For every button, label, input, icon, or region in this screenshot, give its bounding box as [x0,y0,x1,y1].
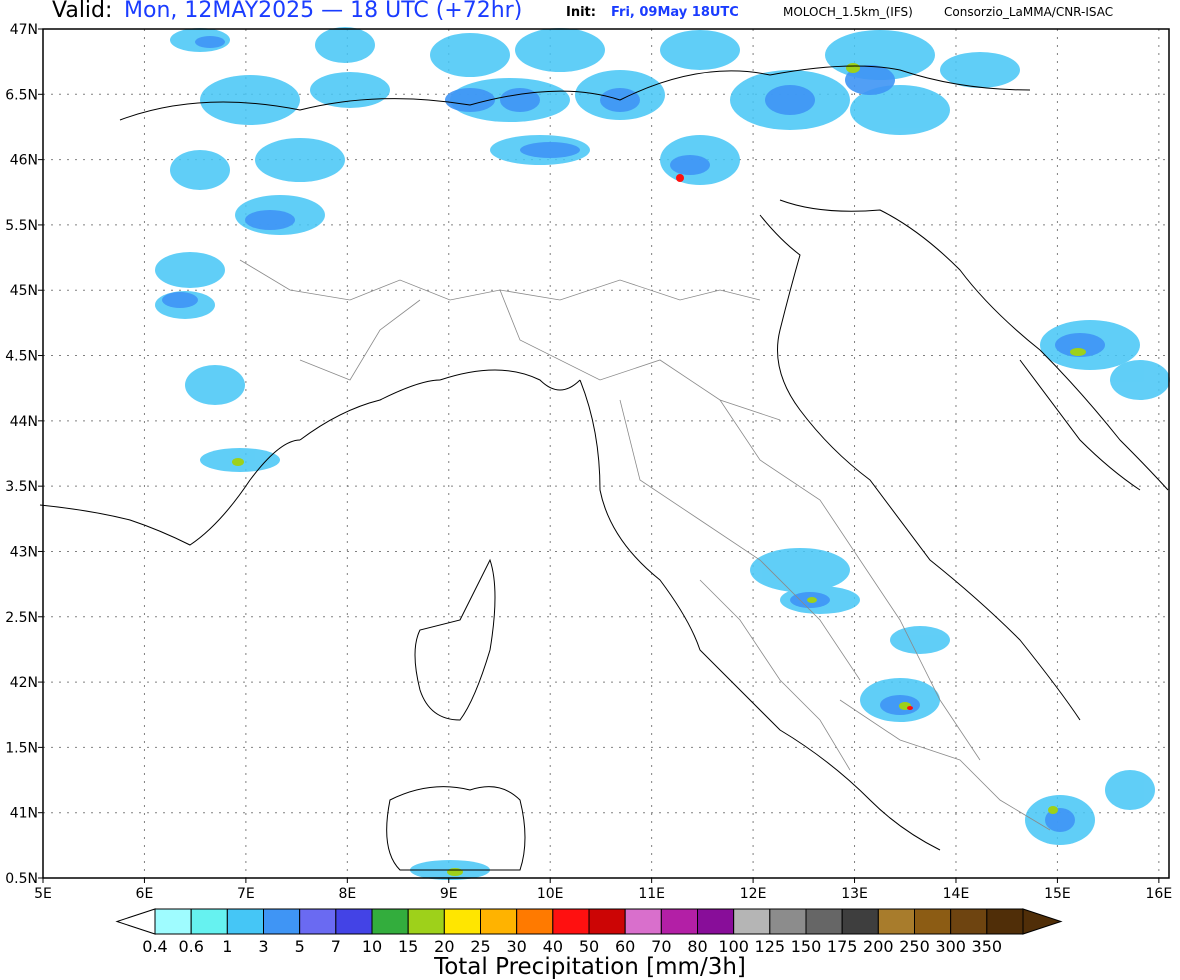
lon-label: 14E [943,886,970,900]
lat-label: 45N [10,283,38,299]
colorbar-swatch [154,908,192,935]
valid-time: Mon, 12MAY2025 — 18 UTC (+72hr) [124,0,523,23]
colorbar-swatch [335,908,373,935]
colorbar-swatch [733,908,771,935]
colorbar-label: 0.6 [178,937,203,956]
lon-label: 8E [338,886,356,900]
colorbar-swatch [190,908,228,935]
consortium-credit: Consorzio_LaMMA/CNR-ISAC [944,5,1114,19]
colorbar-swatch [443,908,482,935]
colorbar-swatch [407,908,445,935]
lat-label: 43N [10,544,38,560]
colorbar-swatch [986,908,1024,935]
lat-label: 0.5N [5,871,38,887]
lon-label: 11E [638,886,665,900]
colorbar-swatch [299,908,337,935]
colorbar-label: 150 [791,937,822,956]
colorbar-swatch [263,908,301,935]
colorbar-label: 20 [434,937,454,956]
colorbar-label: 25 [470,937,490,956]
lon-label: 9E [440,886,458,900]
colorbar-label: 7 [331,937,341,956]
colorbar-swatch [371,908,409,935]
colorbar-label: 70 [651,937,671,956]
coastlines-and-borders [39,65,1169,871]
lon-label: 10E [537,886,564,900]
colorbar-swatch [769,908,807,935]
colorbar-label: 350 [972,937,1003,956]
colorbar-label: 15 [398,937,418,956]
valid-label: Valid: [52,0,113,23]
colorbar-swatch [914,908,952,935]
colorbar-swatch [950,908,988,935]
regional-boundaries [239,259,1051,831]
colorbar-label: 100 [718,937,749,956]
lat-label: 42N [10,675,38,691]
colorbar-swatch [226,908,264,935]
colorbar-label: 200 [863,937,894,956]
colorbar-swatch [841,908,879,935]
model-name: MOLOCH_1.5km_(IFS) [783,5,913,19]
colorbar-label: 30 [506,937,526,956]
colorbar-label: 10 [362,937,382,956]
chart-header: Valid: Mon, 12MAY2025 — 18 UTC (+72hr) I… [0,0,1180,26]
lat-label: 2.5N [5,610,38,626]
colorbar-swatch [588,908,626,935]
colorbar-label: 175 [827,937,858,956]
lon-label: 15E [1044,886,1071,900]
latitude-labels: 47N 6.5N 46N 5.5N 45N 4.5N 44N 3.5N 43N 2.5N 42N 1.… [5,22,43,887]
colorbar-swatch [877,908,915,935]
colorbar-swatches [115,908,1063,935]
init-time: Fri, 09May 18UTC [611,5,739,20]
colorbar-swatch [660,908,698,935]
colorbar-labels: 0.4 0.6 1 3 5 7 10 15 20 25 30 40 50 60 70 80 100 125 150 1… [142,937,1002,956]
lat-label: 4.5N [5,349,38,365]
lat-label: 44N [10,414,38,430]
longitude-labels: 5E 6E 7E 8E 9E 10E 11E 12E 13E 14E 15E 16E [34,878,1172,900]
colorbar-label: 60 [615,937,635,956]
precipitation-map: 47N 6.5N 46N 5.5N 45N 4.5N 44N 3.5N 43N 2.5N 42N 1.… [5,22,1172,900]
lat-label: 41N [10,806,38,822]
colorbar-swatch [624,908,662,935]
colorbar-title: Total Precipitation [mm/3h] [433,954,746,980]
map-frame [42,28,1170,879]
colorbar-label: 80 [687,937,707,956]
colorbar-max-arrow [1022,908,1063,935]
precipitation-field [155,27,1170,880]
colorbar-swatch [805,908,843,935]
colorbar-label: 300 [935,937,966,956]
colorbar-label: 0.4 [142,937,167,956]
lon-label: 13E [841,886,868,900]
colorbar-swatch [552,908,590,935]
lat-label: 6.5N [5,87,38,103]
graticule [43,29,1169,878]
colorbar-label: 250 [899,937,930,956]
lon-label: 16E [1146,886,1173,900]
lat-label: 1.5N [5,740,38,756]
colorbar-label: 3 [258,937,268,956]
colorbar-swatch [516,908,554,935]
colorbar-label: 50 [579,937,599,956]
lat-label: 47N [10,22,38,38]
lon-label: 12E [740,886,767,900]
colorbar-swatch [480,908,518,935]
lon-label: 7E [237,886,255,900]
colorbar-swatch [697,908,735,935]
lon-label: 6E [136,886,154,900]
colorbar-label: 125 [755,937,786,956]
colorbar-label: 5 [295,937,305,956]
init-label: Init: [566,5,596,20]
colorbar-label: 1 [222,937,232,956]
lat-label: 5.5N [5,218,38,234]
colorbar-label: 40 [543,937,563,956]
lat-label: 46N [10,153,38,169]
lat-label: 3.5N [5,479,38,495]
colorbar-min-arrow [115,908,156,935]
lon-label: 5E [34,886,52,900]
